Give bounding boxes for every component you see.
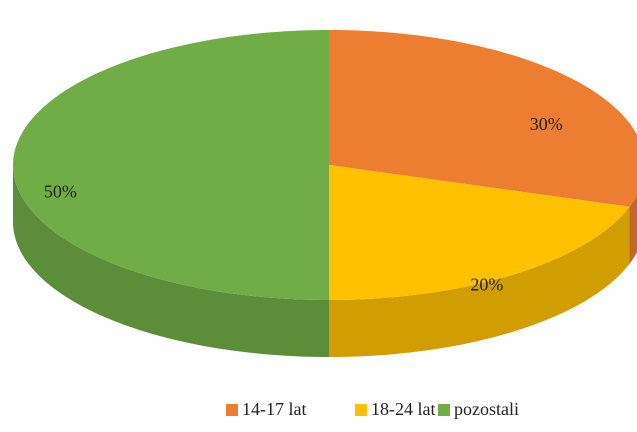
slice <box>329 30 637 264</box>
data-label: 50% <box>44 182 77 202</box>
legend-swatch <box>226 404 238 416</box>
legend: 14-17 lat 18-24 lat pozostali <box>226 399 519 419</box>
slice-top <box>329 165 630 300</box>
slice-top <box>13 30 329 300</box>
slice <box>329 165 630 357</box>
legend-label: 18-24 lat <box>371 399 436 419</box>
data-label: 30% <box>530 114 563 134</box>
slice <box>13 30 329 357</box>
legend-label: 14-17 lat <box>242 399 307 419</box>
legend-label: pozostali <box>454 399 519 419</box>
slice-side <box>329 206 630 357</box>
slice-top <box>329 30 637 207</box>
data-label: 20% <box>470 274 503 294</box>
pie: 30% 20% 50% <box>13 30 637 357</box>
legend-swatch <box>438 404 450 416</box>
legend-swatch <box>355 404 367 416</box>
slice-side <box>629 195 637 264</box>
slice-side <box>13 165 329 357</box>
